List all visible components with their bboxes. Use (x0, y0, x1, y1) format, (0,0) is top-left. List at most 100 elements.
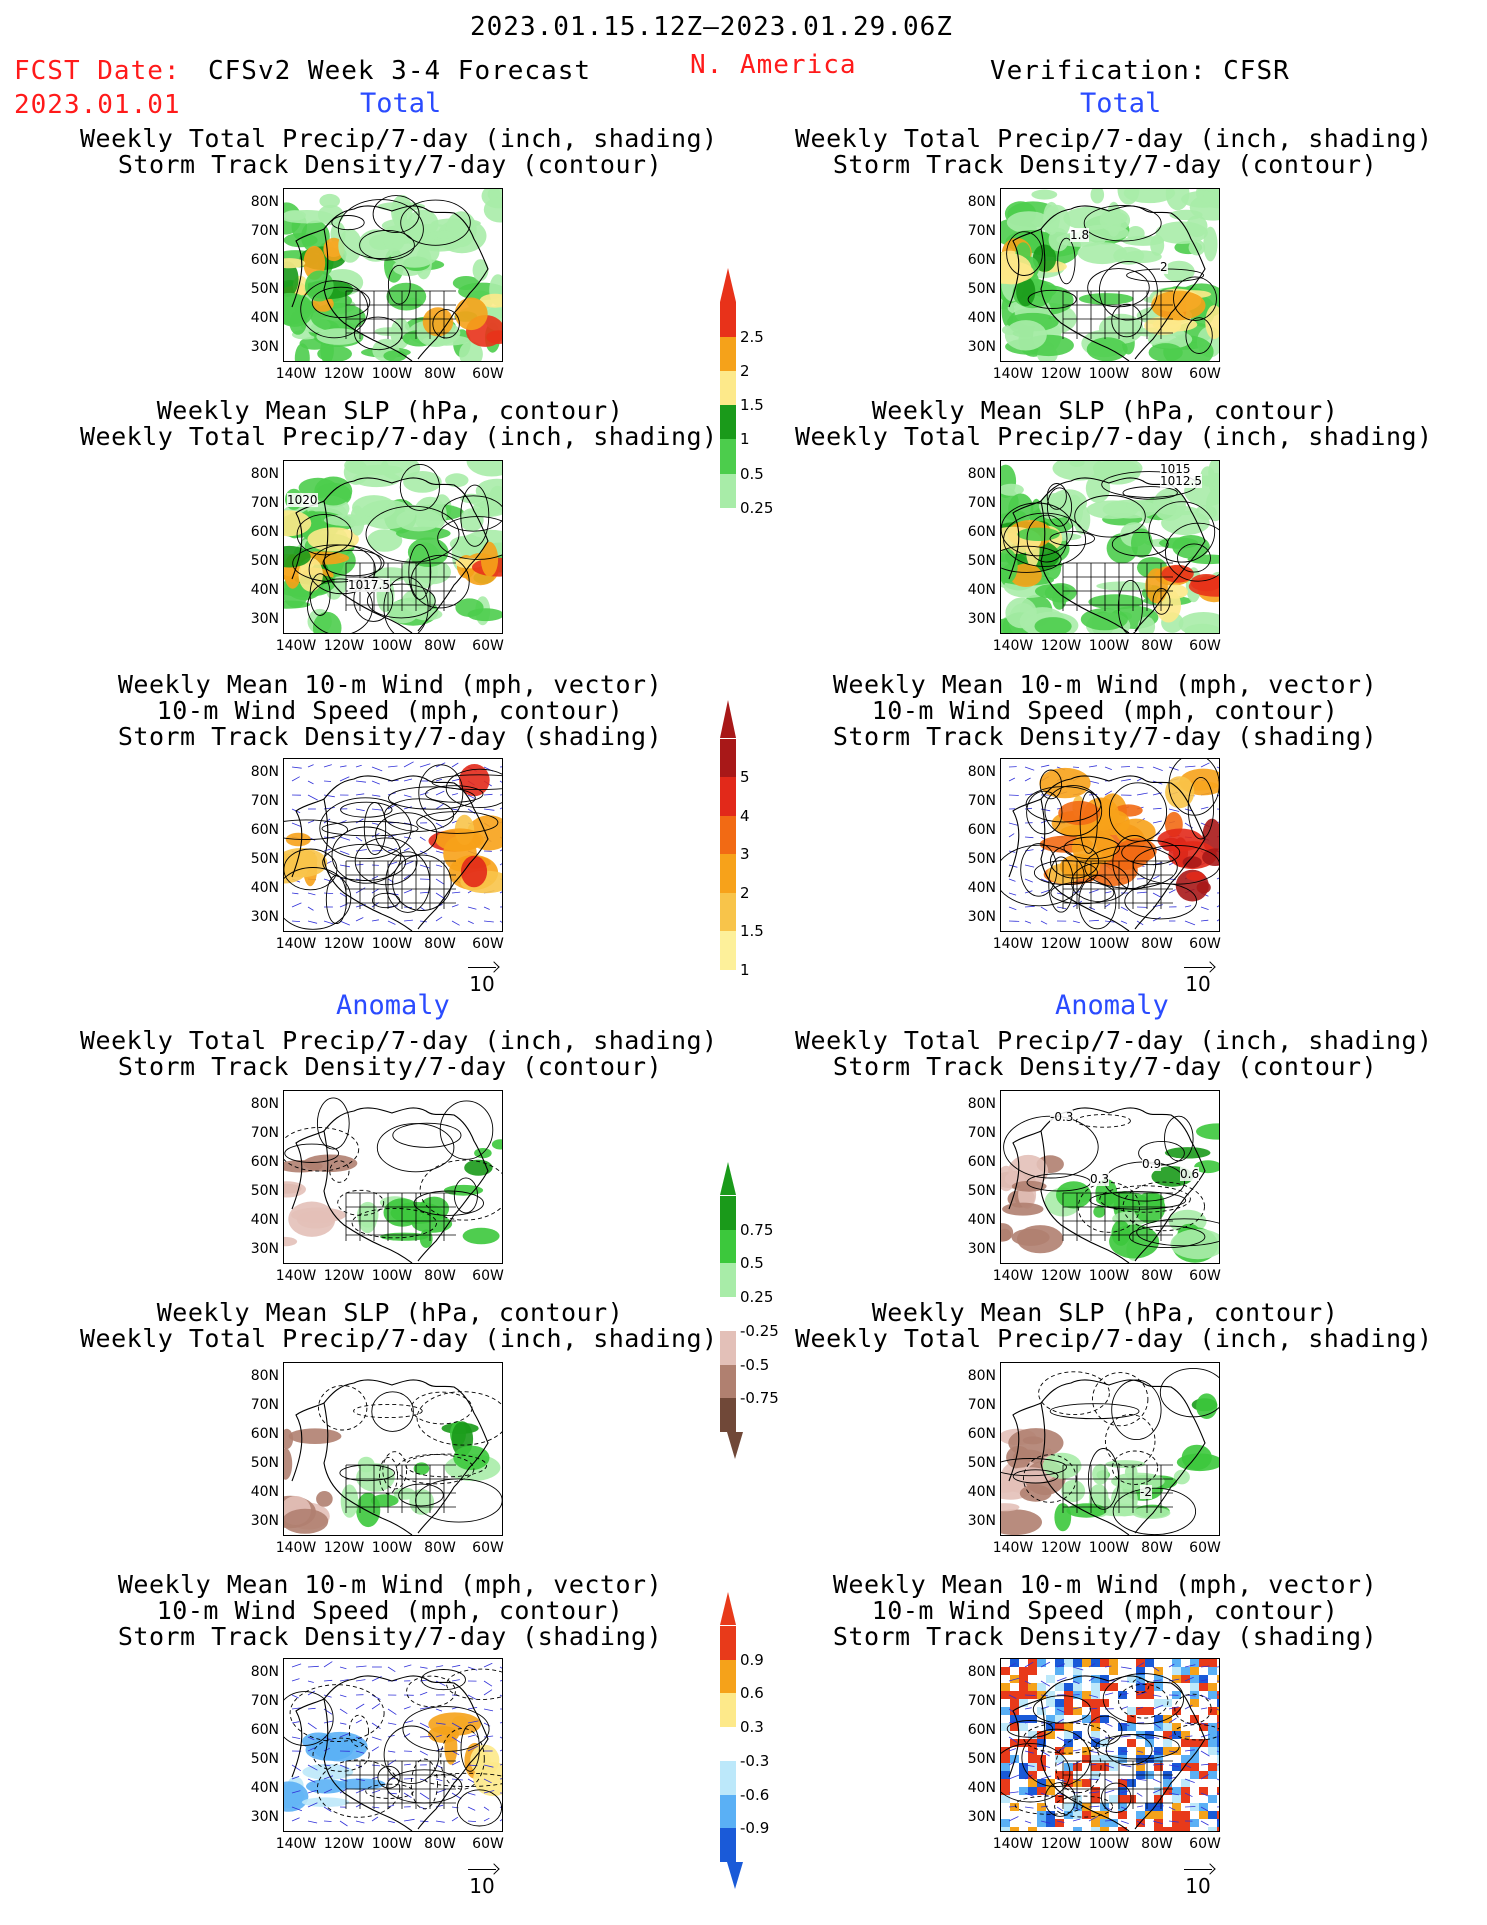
map-canvas (284, 761, 502, 931)
map-canvas (1001, 759, 1219, 931)
longitude-tick-label: 140W (275, 936, 317, 952)
map-obs-slp-anom (1000, 1362, 1220, 1536)
colorbar-swatch (720, 738, 736, 778)
contour-label: 0.6 (1180, 1167, 1200, 1181)
latitude-tick-label: 30N (250, 1241, 279, 1257)
vector-reference-obs-anom: 10 (1178, 1864, 1218, 1898)
section-total-verification: Total (1080, 88, 1162, 119)
longitude-tick-label: 60W (472, 1540, 504, 1556)
title-line: Weekly Mean SLP (hPa, contour) (156, 396, 624, 425)
latitude-tick-label: 80N (967, 1096, 996, 1112)
colorbar-swatch (720, 302, 736, 337)
title-fc-total-precip: Weekly Total Precip/7-day (inch, shading… (80, 126, 717, 179)
colorbar-label: -0.9 (740, 1819, 770, 1838)
longitude-tick-label: 80W (1141, 1540, 1173, 1556)
longitude-tick-label: 120W (323, 1540, 365, 1556)
longitude-tick-label: 80W (1141, 366, 1173, 382)
latitude-tick-label: 40N (967, 310, 996, 326)
longitude-tick-label: 140W (992, 638, 1034, 654)
colorbar-label: 0.6 (740, 1684, 764, 1703)
latitude-tick-label: 80N (250, 466, 279, 482)
latitude-tick-label: 40N (967, 880, 996, 896)
colorbar-label: 0.9 (740, 1650, 764, 1669)
longitude-tick-label: 140W (275, 366, 317, 382)
longitude-tick-label: 80W (424, 1836, 456, 1852)
title-obs-total-wind: Weekly Mean 10-m Wind (mph, vector) 10-m… (795, 672, 1415, 750)
longitude-tick-label: 120W (323, 1836, 365, 1852)
title-fc-anom-precip: Weekly Total Precip/7-day (inch, shading… (80, 1028, 717, 1080)
contour-label: 0.9 (1142, 1157, 1162, 1171)
latitude-tick-label: 30N (967, 1513, 996, 1529)
title-line: Weekly Mean SLP (hPa, contour) (871, 396, 1339, 425)
latitude-tick-label: 70N (967, 793, 996, 809)
colorbar-swatch (720, 1330, 736, 1365)
longitude-tick-label: 100W (371, 936, 413, 952)
longitude-tick-label: 140W (992, 1836, 1034, 1852)
longitude-tick-label: 140W (992, 1268, 1034, 1284)
region-title: N. America (690, 50, 857, 80)
colorbar-swatch (720, 1398, 736, 1432)
colorbar-label: -0.3 (740, 1751, 770, 1770)
colorbar-swatch (720, 405, 736, 440)
colorbar-swatch (720, 336, 736, 371)
longitude-tick-label: 60W (472, 1836, 504, 1852)
colorbar-extend-top (720, 1592, 736, 1625)
longitude-tick-label: 140W (992, 366, 1034, 382)
longitude-tick-label: 60W (1189, 1836, 1221, 1852)
latitude-tick-label: 50N (250, 851, 279, 867)
latitude-tick-label: 70N (967, 1125, 996, 1141)
latitude-tick-label: 30N (967, 1809, 996, 1825)
contour-label: -0.3 (1050, 1110, 1074, 1124)
map-obs-wind-anom (1000, 1658, 1220, 1832)
longitude-tick-label: 60W (472, 1268, 504, 1284)
title-obs-anom-wind: Weekly Mean 10-m Wind (mph, vector) 10-m… (795, 1572, 1415, 1650)
colorbar-label: 0.25 (740, 499, 774, 517)
colorbar-wind-anom (720, 1592, 736, 1862)
latitude-tick-label: 30N (967, 909, 996, 925)
latitude-tick-label: 30N (250, 1513, 279, 1529)
title-obs-anom-precip: Weekly Total Precip/7-day (inch, shading… (795, 1028, 1432, 1080)
title-fc-total-wind: Weekly Mean 10-m Wind (mph, vector) 10-m… (80, 672, 700, 750)
title-line: Weekly Total Precip/7-day (inch, shading… (795, 422, 1433, 451)
longitude-tick-label: 80W (1141, 1836, 1173, 1852)
map-canvas (1001, 189, 1219, 361)
latitude-tick-label: 80N (967, 1368, 996, 1384)
map-fc-wind-anom (283, 1658, 503, 1832)
longitude-tick-label: 80W (424, 638, 456, 654)
title-line: Weekly Mean 10-m Wind (mph, vector) (117, 1570, 663, 1599)
colorbar-label: 2 (740, 883, 750, 902)
colorbar-swatch (720, 1794, 736, 1829)
latitude-tick-label: 70N (967, 223, 996, 239)
latitude-tick-label: 60N (967, 524, 996, 540)
map-canvas (284, 1661, 502, 1831)
latitude-tick-label: 60N (967, 252, 996, 268)
title-line: 10-m Wind Speed (mph, contour) (871, 696, 1339, 725)
longitude-tick-label: 140W (992, 1540, 1034, 1556)
map-canvas (284, 1097, 502, 1263)
model-title: CFSv2 Week 3-4 Forecast (208, 56, 592, 86)
longitude-tick-label: 80W (1141, 1268, 1173, 1284)
latitude-tick-label: 50N (967, 281, 996, 297)
vector-reference-fc-anom: 10 (462, 1864, 502, 1898)
latitude-tick-label: 30N (250, 611, 279, 627)
latitude-tick-label: 40N (967, 1212, 996, 1228)
longitude-tick-label: 140W (275, 1836, 317, 1852)
latitude-tick-label: 40N (967, 1484, 996, 1500)
longitude-tick-label: 80W (424, 936, 456, 952)
latitude-tick-label: 50N (250, 281, 279, 297)
map-obs-slp-total (1000, 460, 1220, 634)
title-line: Weekly Mean 10-m Wind (mph, vector) (832, 670, 1378, 699)
map-canvas (284, 1379, 502, 1535)
map-canvas (284, 461, 502, 633)
vector-reference-fc-total: 10 (462, 962, 502, 996)
section-total-forecast: Total (360, 88, 442, 119)
map-fc-wind-total (283, 758, 503, 932)
title-line: Weekly Total Precip/7-day (inch, shading… (795, 124, 1433, 153)
longitude-tick-label: 140W (992, 936, 1034, 952)
colorbar-label: -0.25 (740, 1321, 779, 1340)
latitude-tick-label: 50N (250, 553, 279, 569)
title-line: Storm Track Density/7-day (contour) (117, 150, 663, 179)
map-fc-slp-total (283, 460, 503, 634)
contour-label: 1017.5 (348, 578, 390, 592)
map-obs-precip-total (1000, 188, 1220, 362)
